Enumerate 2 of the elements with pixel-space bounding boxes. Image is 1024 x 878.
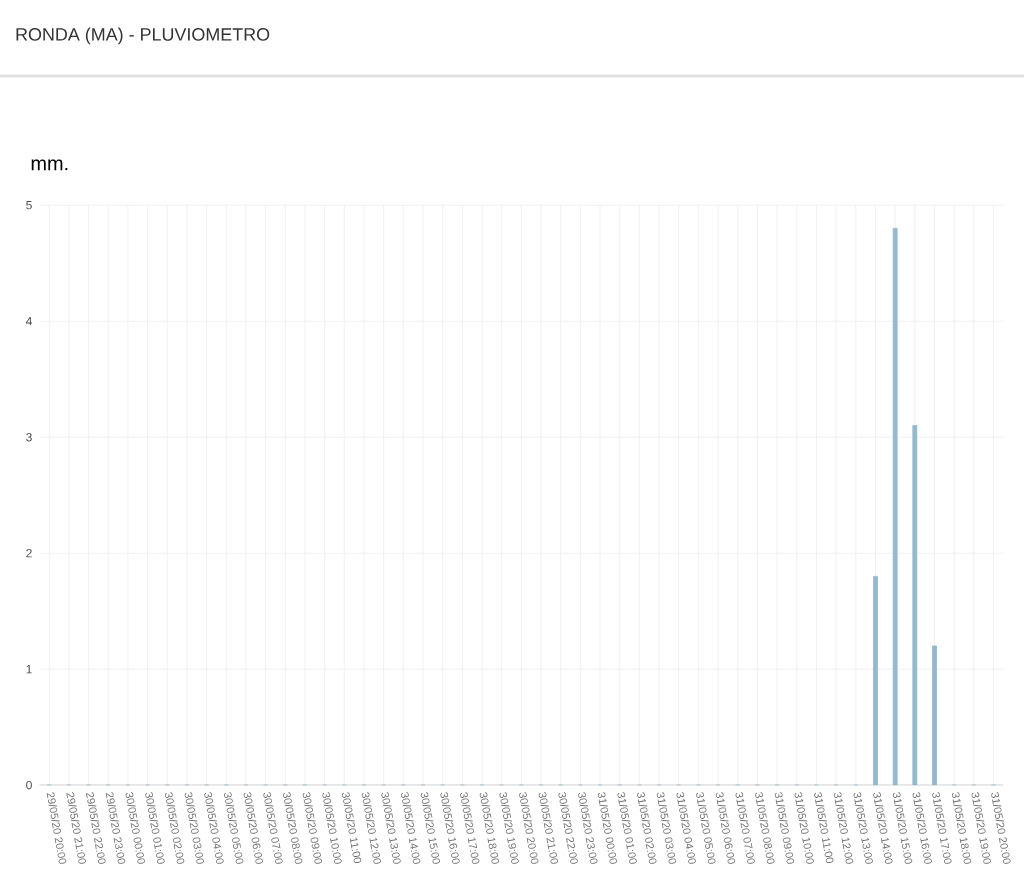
y-axis-title: mm. bbox=[31, 159, 68, 171]
chart-title: RONDA (MA) - PLUVIOMETRO bbox=[16, 27, 270, 45]
